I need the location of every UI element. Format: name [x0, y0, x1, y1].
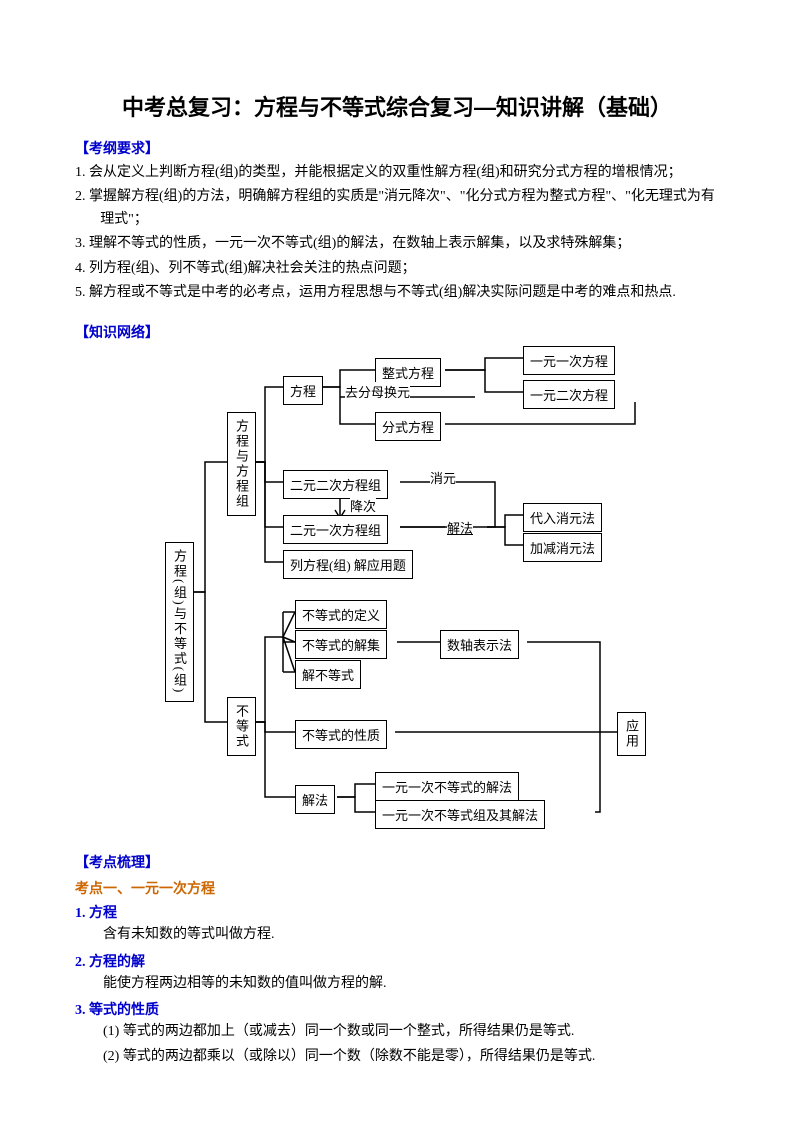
p3-text2: (2) 等式的两边都乘以（或除以）同一个数（除数不能是零），所得结果仍是等式. [103, 1046, 719, 1068]
label-reduce: 降次 [350, 496, 376, 515]
network-header: 【知识网络】 [75, 322, 719, 342]
node-solve: 解法 [295, 785, 335, 814]
p2-header: 2. 方程的解 [75, 951, 719, 971]
page-title: 中考总复习：方程与不等式综合复习—知识讲解（基础） [75, 90, 719, 122]
node-frac-eq: 分式方程 [375, 412, 441, 441]
label-elim: 消元 [430, 468, 456, 487]
node-quad1: 一元二次方程 [523, 380, 615, 409]
node-sub-elim: 代入消元法 [523, 503, 602, 532]
node-ineq-def: 不等式的定义 [295, 600, 387, 629]
knowledge-diagram: 方程(组)与不等式(组) 方程与方程组 方程 整式方程 分式方程 一元一次方程 … [165, 352, 725, 842]
node-apply-eq: 列方程(组) 解应用题 [283, 550, 413, 579]
outline-item: 2. 掌握解方程(组)的方法，明确解方程组的实质是"消元降次"、"化分式方程为整… [75, 186, 719, 231]
node-eq-group: 方程与方程组 [227, 412, 256, 516]
node-lin-ineq-sys: 一元一次不等式组及其解法 [375, 800, 545, 829]
p1-header: 1. 方程 [75, 902, 719, 922]
combing-header: 【考点梳理】 [75, 852, 719, 872]
outline-item: 4. 列方程(组)、列不等式(组)解决社会关注的热点问题； [75, 258, 719, 280]
node-ineq-prop: 不等式的性质 [295, 720, 387, 749]
outline-item: 1. 会从定义上判断方程(组)的类型，并能根据定义的双重性解方程(组)和研究分式… [75, 162, 719, 184]
node-ineq: 不等式 [227, 697, 256, 756]
p2-text: 能使方程两边相等的未知数的值叫做方程的解. [103, 973, 719, 995]
node-apply: 应用 [617, 712, 646, 756]
node-solve-ineq: 解不等式 [295, 660, 361, 689]
p3-header: 3. 等式的性质 [75, 999, 719, 1019]
label-remove: 去分母换元 [345, 382, 410, 401]
node-lin-ineq: 一元一次不等式的解法 [375, 772, 519, 801]
label-solve-method: 解法 [447, 518, 473, 537]
node-sys22: 二元二次方程组 [283, 470, 388, 499]
node-sys21: 二元一次方程组 [283, 515, 388, 544]
node-root: 方程(组)与不等式(组) [165, 542, 194, 701]
node-axis: 数轴表示法 [440, 630, 519, 659]
node-add-elim: 加减消元法 [523, 533, 602, 562]
node-lin1: 一元一次方程 [523, 346, 615, 375]
outline-item: 5. 解方程或不等式是中考的必考点，运用方程思想与不等式(组)解决实际问题是中考… [75, 282, 719, 304]
outline-header: 【考纲要求】 [75, 138, 719, 158]
point1-header: 考点一、一元一次方程 [75, 878, 719, 898]
p1-text: 含有未知数的等式叫做方程. [103, 924, 719, 946]
outline-item: 3. 理解不等式的性质，一元一次不等式(组)的解法，在数轴上表示解集，以及求特殊… [75, 233, 719, 255]
p3-text1: (1) 等式的两边都加上（或减去）同一个数或同一个整式，所得结果仍是等式. [103, 1021, 719, 1043]
node-ineq-set: 不等式的解集 [295, 630, 387, 659]
node-equation: 方程 [283, 376, 323, 405]
